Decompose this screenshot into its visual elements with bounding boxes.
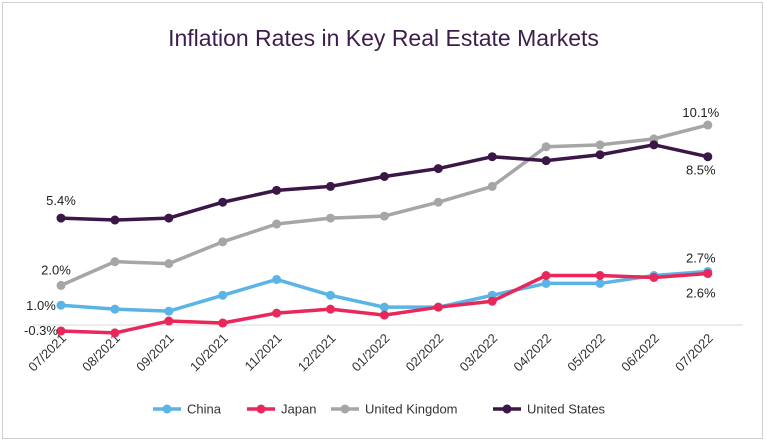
data-point-china <box>541 278 551 288</box>
legend-swatch-marker <box>256 404 266 414</box>
data-point-china <box>110 304 120 314</box>
chart-frame: Inflation Rates in Key Real Estate Marke… <box>2 2 763 439</box>
data-point-japan <box>164 316 174 326</box>
data-point-united-kingdom <box>487 181 497 191</box>
data-point-united-states <box>326 181 335 191</box>
data-point-japan <box>272 308 282 318</box>
x-tick-label: 02/2022 <box>403 331 447 375</box>
data-label: 8.5% <box>686 163 716 178</box>
data-point-japan <box>433 302 443 312</box>
data-point-united-kingdom <box>326 213 335 223</box>
data-label: 2.7% <box>686 251 716 266</box>
data-label: 2.6% <box>686 286 716 301</box>
data-label: -0.3% <box>24 323 58 338</box>
legend-swatch-marker <box>340 404 350 414</box>
data-point-united-kingdom <box>541 142 551 152</box>
legend-swatch-marker <box>162 404 172 414</box>
x-tick-label: 01/2022 <box>349 331 393 375</box>
data-point-japan <box>595 271 605 280</box>
x-tick-label: 10/2021 <box>187 331 231 375</box>
data-point-japan <box>703 269 713 279</box>
data-label: 1.0% <box>26 298 56 313</box>
data-point-united-kingdom <box>164 259 174 269</box>
data-point-japan <box>56 326 66 336</box>
data-point-united-states <box>56 213 66 223</box>
data-point-china <box>326 290 335 300</box>
data-point-japan <box>218 318 228 328</box>
data-point-united-states <box>272 185 282 195</box>
data-point-china <box>164 306 174 316</box>
data-label: 10.1% <box>682 105 719 120</box>
data-point-united-kingdom <box>56 280 66 290</box>
data-point-japan <box>649 272 659 282</box>
data-point-united-kingdom <box>272 219 282 229</box>
data-point-united-states <box>649 140 659 150</box>
x-tick-label: 09/2021 <box>133 331 177 375</box>
data-point-united-kingdom <box>110 257 120 267</box>
data-point-japan <box>541 271 551 280</box>
legend-label: United States <box>527 402 606 417</box>
data-point-united-kingdom <box>433 197 443 207</box>
x-tick-label: 06/2022 <box>618 331 662 375</box>
x-tick-label: 07/2022 <box>672 331 716 375</box>
data-point-united-kingdom <box>595 140 605 150</box>
legend-label: China <box>187 402 222 417</box>
data-point-united-states <box>110 215 120 225</box>
series-line-united-states <box>59 143 710 222</box>
line-chart: 07/2021 08/2021 09/2021 10/2021 11/2021 12/20… <box>24 105 743 417</box>
x-tick-label: 11/2021 <box>242 331 285 374</box>
legend-swatch-marker <box>502 404 512 414</box>
data-point-united-states <box>487 152 497 162</box>
x-tick-label: 12/2021 <box>295 331 339 375</box>
data-point-united-kingdom <box>379 211 389 221</box>
data-point-japan <box>379 310 389 320</box>
data-point-united-kingdom <box>703 120 713 130</box>
data-point-united-kingdom <box>218 237 228 247</box>
series-line-united-kingdom <box>59 123 710 288</box>
legend-label: United Kingdom <box>365 402 458 417</box>
x-tick-label: 03/2022 <box>456 331 500 375</box>
data-point-china <box>56 300 66 310</box>
data-point-japan <box>110 328 120 338</box>
data-point-china <box>272 274 282 284</box>
data-point-united-states <box>218 197 228 207</box>
x-tick-label: 04/2022 <box>510 331 554 375</box>
data-point-united-states <box>703 152 713 162</box>
data-point-united-states <box>595 150 605 160</box>
data-point-united-states <box>164 213 174 223</box>
legend-label: Japan <box>281 402 316 417</box>
x-tick-label: 05/2022 <box>564 331 608 375</box>
data-label: 5.4% <box>46 193 76 208</box>
data-label: 2.0% <box>41 262 71 277</box>
data-point-china <box>595 278 605 288</box>
data-point-japan <box>326 304 335 314</box>
data-point-united-states <box>541 156 551 166</box>
chart-title: Inflation Rates in Key Real Estate Marke… <box>168 25 599 51</box>
data-point-united-states <box>433 164 443 174</box>
data-point-china <box>218 290 228 300</box>
data-point-united-states <box>379 172 389 181</box>
data-point-japan <box>487 296 497 306</box>
data-point-china <box>379 302 389 312</box>
